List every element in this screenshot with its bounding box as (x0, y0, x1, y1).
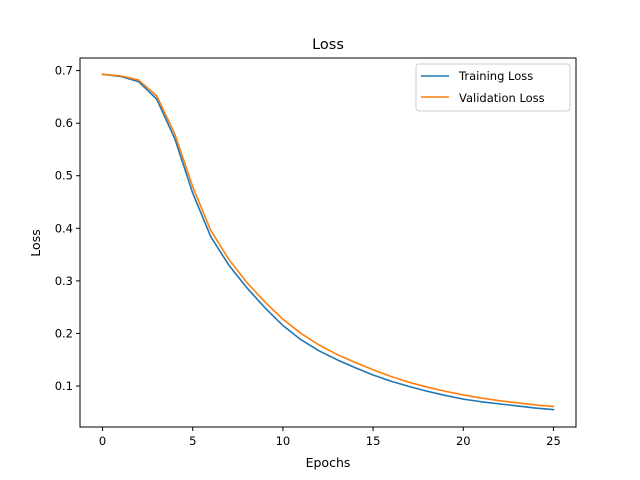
x-tick-label: 10 (276, 434, 291, 448)
y-tick-label: 0.5 (55, 169, 73, 183)
y-tick-label: 0.3 (55, 274, 73, 288)
y-tick-label: 0.7 (55, 64, 73, 78)
x-tick-label: 0 (99, 434, 106, 448)
y-tick-label: 0.2 (55, 326, 73, 340)
series-layer (101, 73, 555, 411)
series-line-validation-loss (101, 73, 555, 408)
x-tick-label: 15 (366, 434, 381, 448)
x-tick-label: 25 (546, 434, 561, 448)
chart-title: Loss (312, 37, 344, 53)
plot-area-frame (79, 57, 577, 428)
legend-label-training-loss: Training Loss (458, 69, 533, 83)
y-tick-label: 0.4 (55, 221, 73, 235)
legend-label-validation-loss: Validation Loss (459, 91, 545, 105)
x-tick-label: 20 (456, 434, 471, 448)
y-axis-label: Loss (28, 229, 43, 256)
legend-frame (415, 63, 571, 112)
x-axis-label: Epochs (306, 455, 351, 470)
y-tick-label: 0.1 (55, 379, 73, 393)
legend: Training Loss Validation Loss (415, 63, 571, 112)
x-axis-ticks: 0 5 10 15 20 25 (99, 427, 561, 448)
y-axis-ticks: 0.1 0.2 0.3 0.4 0.5 0.6 0.7 (55, 64, 80, 393)
series-line-training-loss (101, 73, 555, 411)
y-tick-label: 0.6 (55, 116, 73, 130)
x-tick-label: 5 (189, 434, 196, 448)
